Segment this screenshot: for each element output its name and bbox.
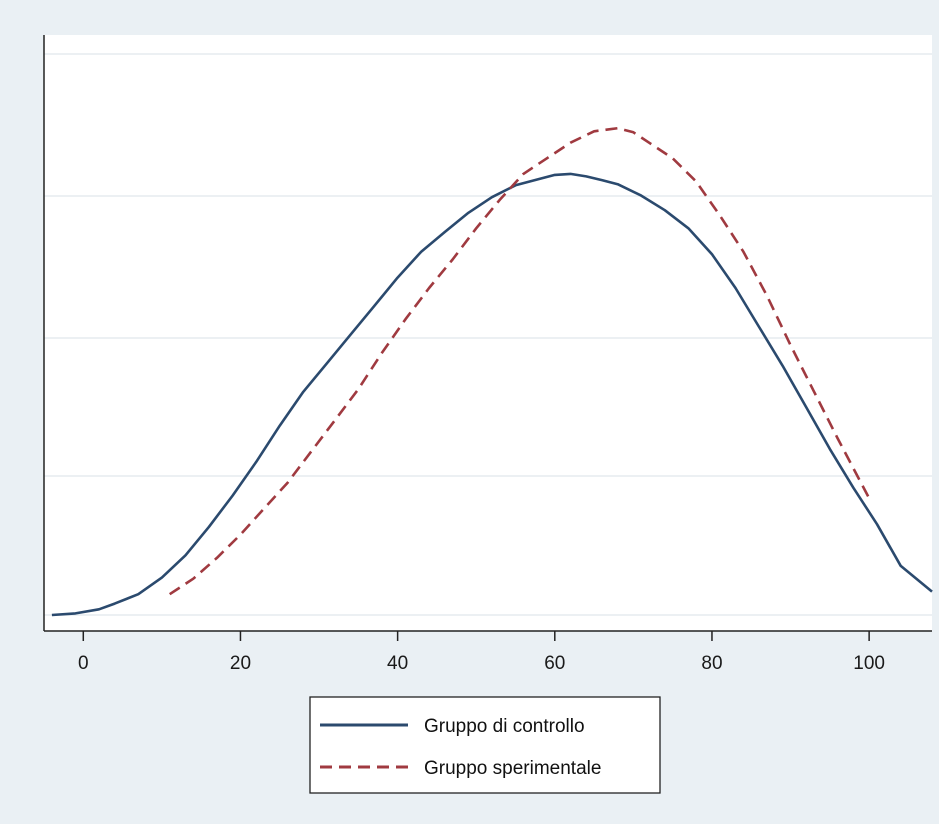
x-ticks: 0 20 40 60 80 100: [78, 631, 885, 674]
x-tick-label-0: 0: [78, 653, 89, 674]
x-tick-label-40: 40: [387, 653, 408, 674]
legend-label-gruppo-di-controllo: Gruppo di controllo: [424, 716, 585, 737]
legend-box: [309, 696, 661, 794]
x-tick-label-60: 60: [544, 653, 565, 674]
legend: Gruppo di controllo Gruppo sperimentale: [309, 696, 661, 794]
x-tick-label-80: 80: [701, 653, 722, 674]
gridlines: [44, 53, 932, 616]
x-tick-label-100: 100: [853, 653, 885, 674]
series-line-0: [51, 172, 933, 617]
x-tick-label-20: 20: [230, 653, 251, 674]
series-layer: [51, 126, 933, 617]
series-line-1: [168, 126, 871, 596]
plot-area: [44, 35, 932, 631]
legend-label-gruppo-sperimentale: Gruppo sperimentale: [424, 758, 601, 779]
